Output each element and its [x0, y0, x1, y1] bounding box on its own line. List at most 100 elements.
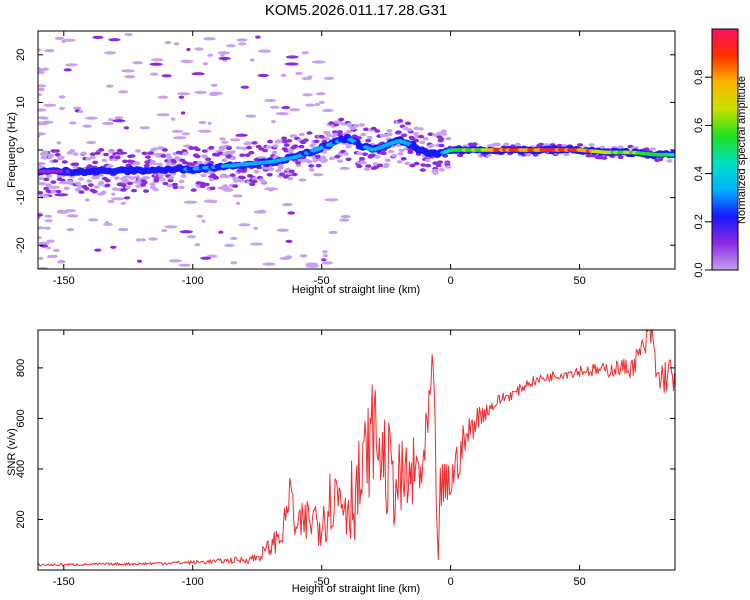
spectrogram-halo-cell [89, 152, 96, 156]
spectrogram-noise-cell [218, 230, 224, 234]
spectrogram-halo-cell [76, 184, 83, 188]
spectrogram-halo-cell [420, 163, 427, 167]
spectrogram-halo-cell [277, 163, 284, 168]
spectrogram-noise-cell [221, 140, 229, 144]
spectrogram-halo-cell [438, 168, 445, 172]
spectrogram-halo-cell [384, 158, 391, 162]
spectrogram-noise-cell [121, 69, 135, 73]
spectrogram-noise-cell [328, 230, 338, 235]
snr-xtick-label: -50 [314, 576, 330, 588]
spectrogram-noise-cell [262, 262, 276, 266]
spectrogram-noise-cell [73, 106, 82, 110]
spectrogram-halo-cell [103, 152, 109, 157]
spectrogram-halo-cell [291, 172, 298, 177]
spectrogram-noise-cell [93, 185, 100, 189]
spectrogram-halo-cell [245, 141, 252, 145]
spectrogram-noise-cell [281, 106, 291, 110]
spectrogram-noise-cell [38, 194, 50, 198]
spectrogram-noise-cell [217, 51, 231, 55]
spectrogram-halo-cell [168, 175, 175, 180]
spectrogram-noise-cell [86, 140, 97, 145]
spectrogram-halo-cell [251, 179, 258, 184]
spectrogram-halo-cell [197, 160, 203, 165]
spectrogram-halo-cell [208, 160, 215, 165]
spectrogram-halo-cell [93, 175, 100, 180]
spectrogram-halo-cell [141, 180, 148, 185]
spectrogram-halo-cell [131, 188, 137, 193]
spectrogram-halo-cell [87, 183, 94, 187]
spectrogram-noise-cell [253, 226, 258, 230]
spectrogram-noise-cell [64, 209, 77, 213]
spectrogram-halo-cell [134, 149, 141, 153]
spectrogram-noise-cell [54, 36, 65, 41]
spectrogram-noise-cell [183, 200, 198, 204]
spectrogram-noise-cell [38, 68, 46, 72]
snr-ytick-label: 600 [15, 409, 27, 427]
spectrogram-halo-cell [407, 147, 414, 152]
spectrogram-halo-cell [50, 189, 57, 193]
spectrogram-halo-cell [171, 160, 177, 164]
spectrogram-halo-cell [101, 158, 108, 163]
spectrogram-halo-cell [337, 133, 344, 137]
spectrogram-halo-cell [643, 147, 650, 151]
spectrogram-halo-cell [267, 139, 274, 144]
spectrogram-noise-cell [38, 71, 45, 75]
spectrogram-halo-cell [338, 117, 345, 122]
spectrogram-noise-cell [311, 60, 326, 64]
spectrogram-halo-cell [249, 182, 256, 187]
spectrogram-noise-cell [65, 63, 78, 67]
spectrogram-halo-cell [281, 136, 288, 141]
spectrogram-noise-cell [301, 51, 309, 55]
spectrogram-noise-cell [44, 219, 53, 223]
spectrogram-noise-cell [149, 62, 163, 66]
spectrogram-halo-cell [577, 143, 584, 147]
spectrogram-halo-cell [277, 166, 284, 170]
spectrogram-noise-cell [38, 84, 47, 88]
spectrogram-noise-cell [270, 120, 276, 124]
spectrogram-noise-cell [66, 228, 75, 232]
snr-frame [37, 329, 676, 571]
spectrogram-halo-cell [585, 153, 592, 158]
spectrogram-halo-cell [418, 134, 425, 139]
spectrogram-noise-cell [82, 124, 92, 128]
colorbar-tick-label: 0.8 [693, 70, 705, 85]
snr-y-label: SNR (v/v) [6, 428, 18, 476]
spectrogram-halo-cell [363, 127, 369, 132]
spectrogram-halo-cell [205, 157, 212, 162]
spectrogram-halo-cell [52, 159, 59, 163]
spectrogram-halo-cell [432, 133, 438, 137]
colorbar-label: Normalized spectral amplitude [736, 76, 748, 224]
spectrogram-halo-cell [359, 123, 366, 127]
spectrogram-halo-cell [192, 160, 199, 165]
spectrogram-halo-cell [366, 135, 373, 140]
spectrogram-halo-cell [345, 157, 352, 162]
spectrogram-halo-cell [525, 153, 532, 157]
spectrogram-halo-cell [268, 167, 275, 171]
spectrogram-noise-cell [92, 35, 104, 40]
spectrogram-halo-cell [356, 164, 363, 169]
spectrogram-halo-cell [201, 149, 208, 153]
spectrogram-halo-cell [388, 149, 395, 154]
spectrogram-halo-cell [42, 150, 49, 155]
spectrogram-noise-cell [208, 92, 219, 96]
spectrogram-halo-cell [85, 157, 92, 161]
spectrogram-noise-cell [63, 68, 72, 72]
spectrogram-halo-cell [210, 173, 216, 177]
spectrogram-noise-cell [301, 77, 312, 81]
spectrogram-halo-cell [383, 162, 390, 167]
spectrogram-halo-cell [503, 142, 510, 147]
spectrogram-halo-cell [318, 134, 325, 139]
spectrogram-noise-cell [284, 62, 299, 66]
spectrogram-halo-cell [271, 150, 278, 155]
spectrogram-halo-cell [134, 161, 141, 165]
spectrogram-noise-cell [104, 51, 117, 55]
spectrogram-halo-cell [141, 151, 148, 156]
spectrogram-halo-cell [94, 151, 101, 155]
spectrogram-halo-cell [438, 137, 445, 141]
spectrogram-halo-cell [276, 139, 283, 143]
spectrogram-halo-cell [361, 160, 367, 165]
spectrogram-halo-cell [287, 150, 294, 154]
spectrogram-noise-cell [44, 49, 55, 53]
spectrogram-noise-cell [66, 214, 77, 218]
spectrogram-halo-cell [370, 126, 377, 131]
